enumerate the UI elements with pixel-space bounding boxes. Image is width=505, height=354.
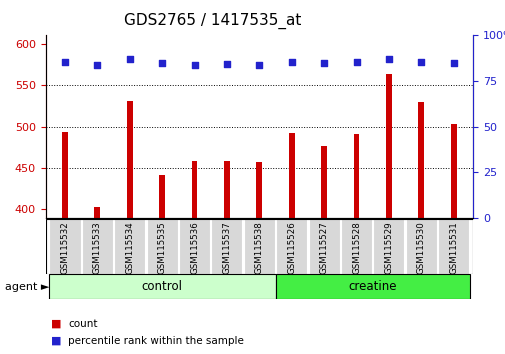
Bar: [373, 219, 403, 274]
Point: [352, 59, 360, 65]
Text: agent ►: agent ►: [5, 282, 49, 292]
Text: GSM115528: GSM115528: [351, 221, 360, 274]
Bar: [288, 133, 294, 218]
Text: ■: ■: [50, 336, 61, 346]
Text: GSM115536: GSM115536: [190, 221, 198, 274]
Point: [449, 60, 457, 65]
Bar: [308, 219, 339, 274]
Text: GSM115534: GSM115534: [125, 221, 134, 274]
Point: [222, 62, 230, 67]
Text: GSM115537: GSM115537: [222, 221, 231, 274]
Point: [320, 60, 328, 65]
Bar: [146, 219, 177, 274]
Bar: [243, 219, 274, 274]
Bar: [353, 134, 359, 218]
Bar: [159, 175, 165, 218]
Bar: [405, 219, 436, 274]
Point: [417, 59, 425, 65]
Bar: [114, 219, 145, 274]
Text: GSM115538: GSM115538: [255, 221, 263, 274]
Text: GSM115531: GSM115531: [448, 221, 457, 274]
Bar: [127, 101, 132, 218]
Bar: [179, 219, 210, 274]
Bar: [385, 74, 391, 218]
Text: GSM115532: GSM115532: [61, 221, 69, 274]
Point: [287, 59, 295, 65]
Point: [125, 57, 133, 62]
Bar: [48, 274, 275, 299]
Point: [255, 62, 263, 68]
Text: GSM115530: GSM115530: [416, 221, 425, 274]
Text: GSM115529: GSM115529: [384, 221, 392, 274]
Text: GSM115527: GSM115527: [319, 221, 328, 274]
Bar: [437, 219, 468, 274]
Bar: [275, 274, 469, 299]
Bar: [62, 132, 68, 218]
Point: [158, 60, 166, 65]
Bar: [276, 219, 307, 274]
Point: [93, 62, 101, 68]
Text: count: count: [68, 319, 97, 329]
Text: creatine: creatine: [348, 280, 396, 293]
Bar: [94, 207, 100, 218]
Bar: [340, 219, 371, 274]
Text: GDS2765 / 1417535_at: GDS2765 / 1417535_at: [124, 12, 300, 29]
Bar: [49, 219, 80, 274]
Point: [61, 59, 69, 65]
Text: GSM115526: GSM115526: [287, 221, 295, 274]
Bar: [256, 162, 262, 218]
Text: GSM115535: GSM115535: [158, 221, 166, 274]
Text: GSM115533: GSM115533: [93, 221, 102, 274]
Text: percentile rank within the sample: percentile rank within the sample: [68, 336, 244, 346]
Bar: [418, 102, 423, 218]
Bar: [82, 219, 113, 274]
Bar: [211, 219, 242, 274]
Bar: [450, 124, 456, 218]
Bar: [191, 160, 197, 218]
Point: [190, 62, 198, 68]
Text: ■: ■: [50, 319, 61, 329]
Bar: [321, 145, 326, 218]
Bar: [224, 160, 229, 218]
Point: [384, 57, 392, 62]
Text: control: control: [141, 280, 182, 293]
